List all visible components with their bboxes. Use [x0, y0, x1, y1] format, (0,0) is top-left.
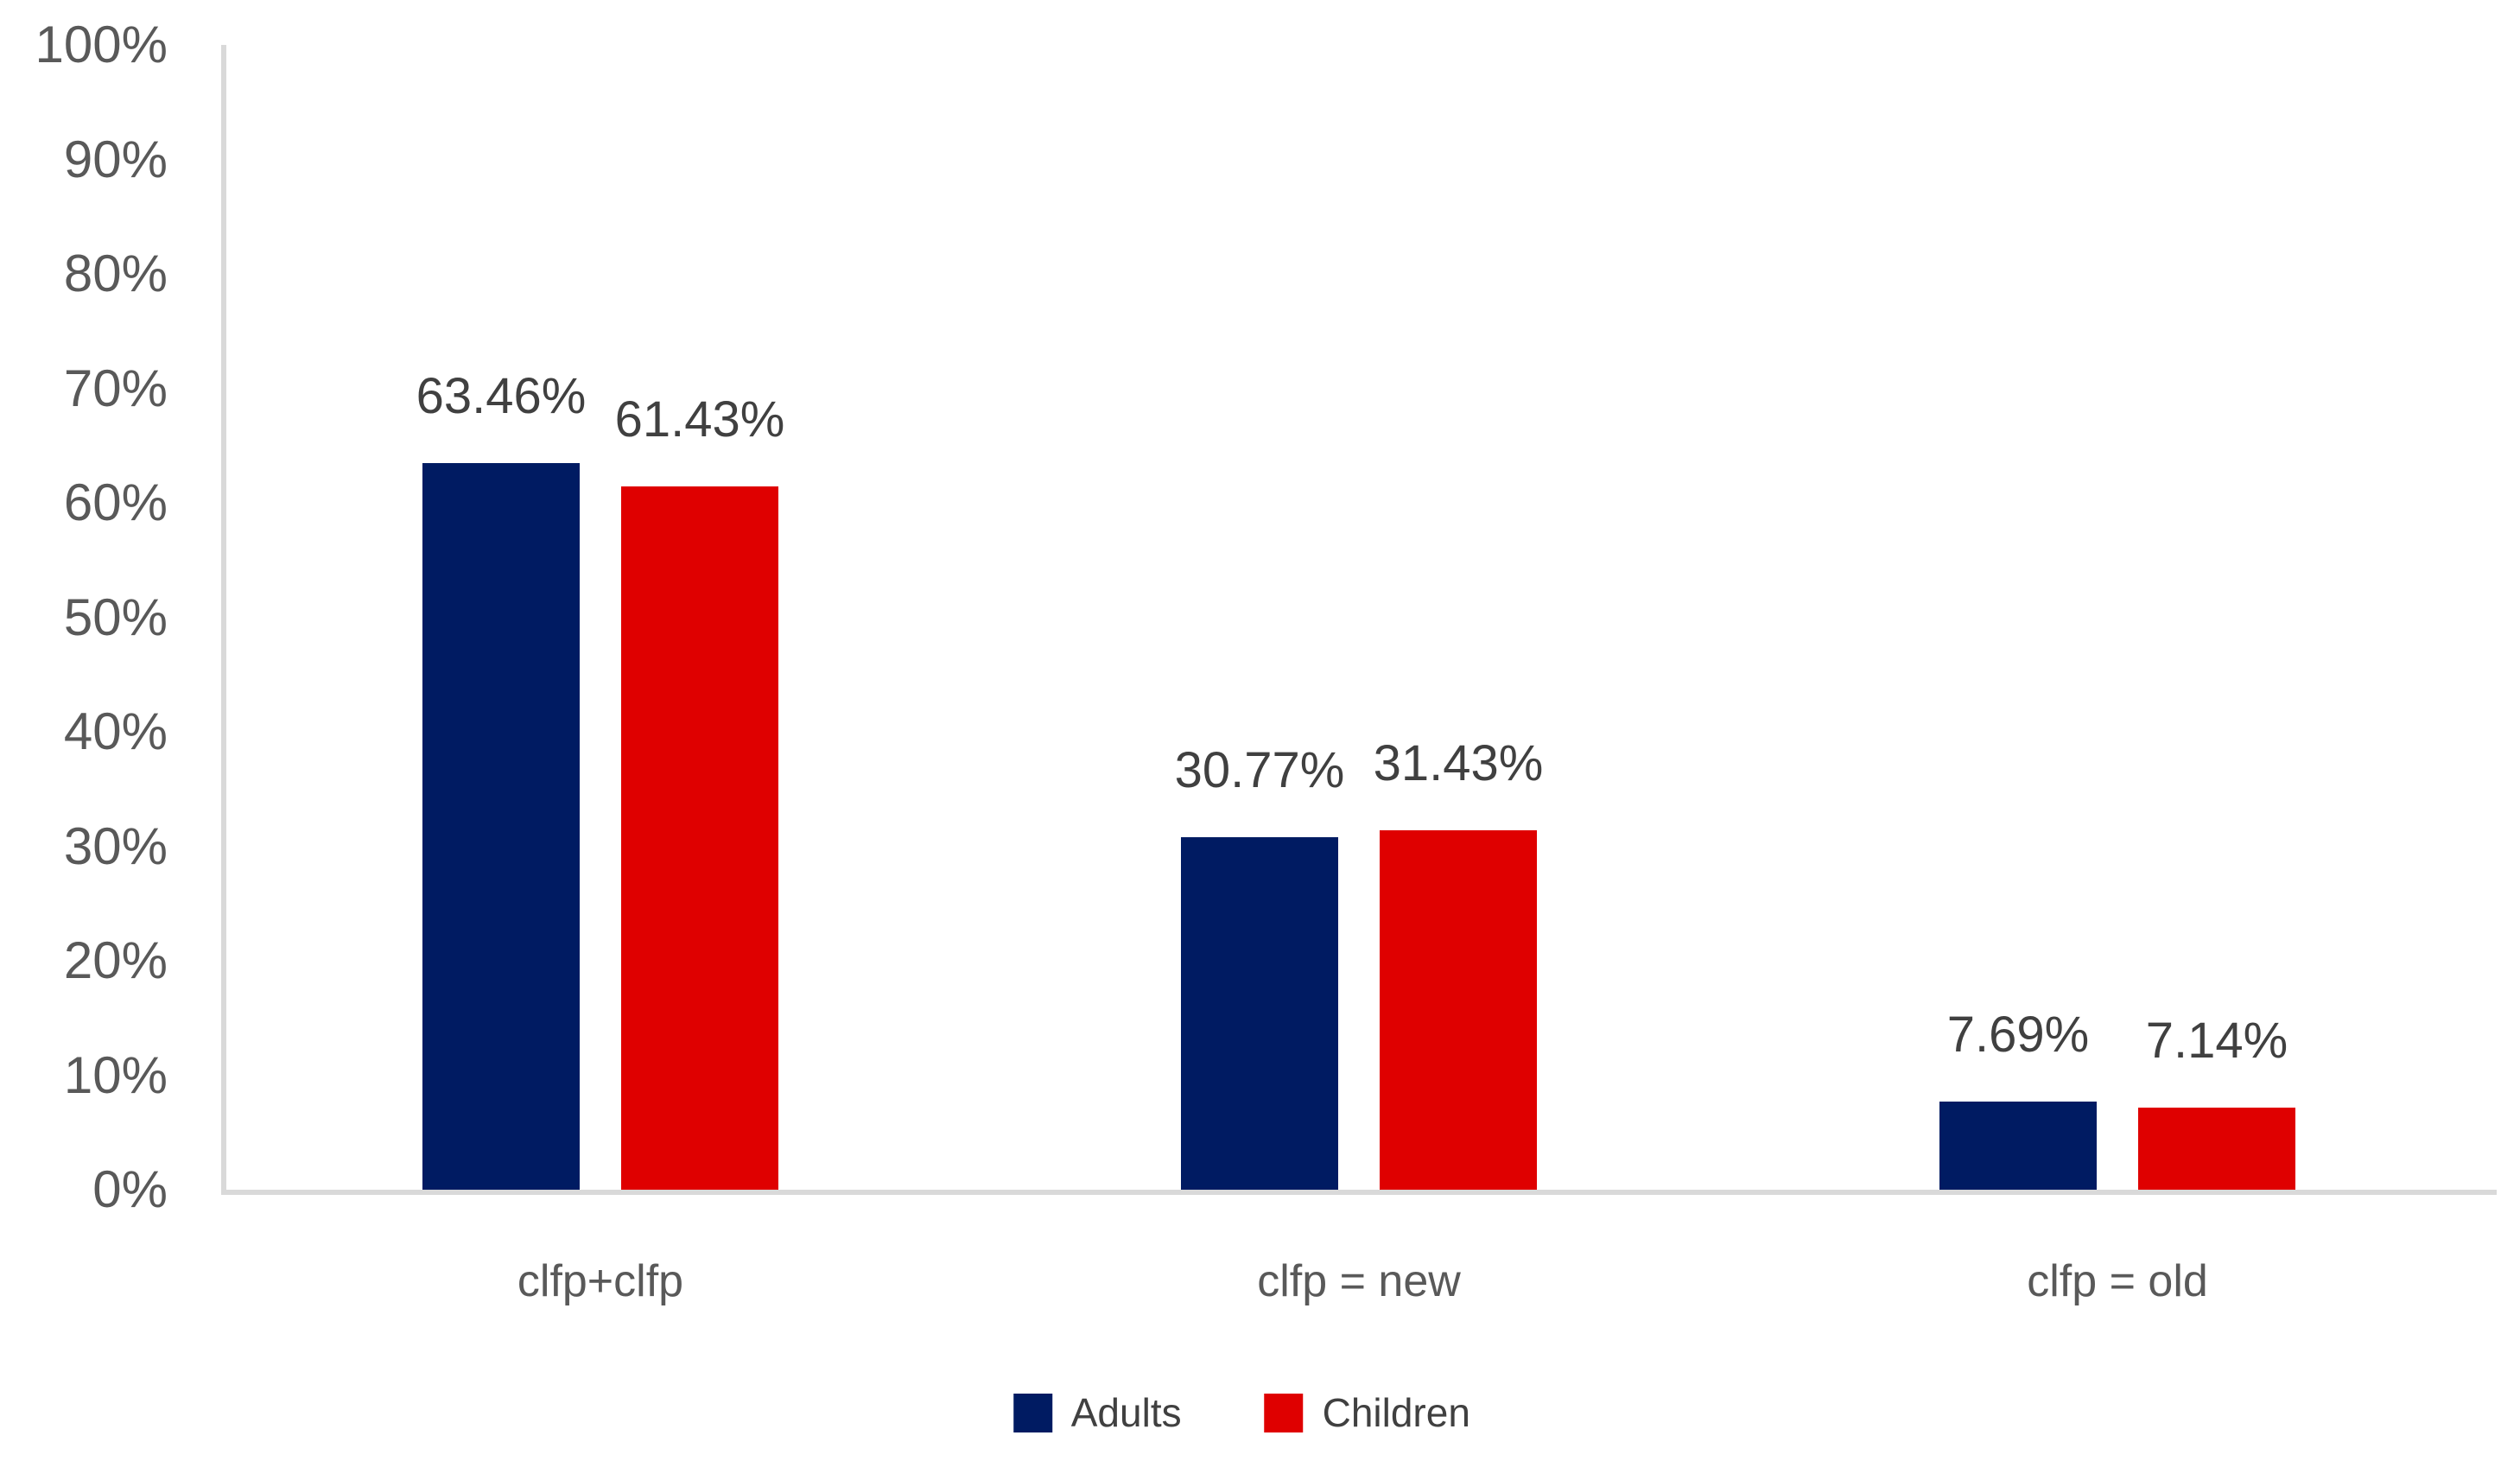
bar-adults-1 — [422, 463, 580, 1190]
bar-adults-2 — [1181, 837, 1338, 1190]
bar-value-label: 30.77% — [1174, 742, 1345, 799]
legend-label: Children — [1322, 1390, 1470, 1435]
y-axis-tick-label: 0% — [92, 1160, 168, 1218]
y-axis-line — [221, 45, 226, 1195]
category-label: clfp+clfp — [517, 1256, 684, 1306]
category-label: clfp = new — [1257, 1256, 1461, 1306]
legend-item-adults: Adults — [1012, 1389, 1182, 1436]
legend-label: Adults — [1070, 1390, 1182, 1435]
legend-swatch-children — [1264, 1393, 1304, 1432]
y-axis-tick-label: 30% — [63, 816, 168, 875]
y-axis-tick-label: 60% — [63, 473, 168, 531]
x-axis-line — [221, 1190, 2497, 1195]
bar-value-label: 31.43% — [1373, 734, 1544, 791]
y-axis-tick-label: 10% — [63, 1045, 168, 1104]
bar-value-label: 7.69% — [1946, 1007, 2090, 1064]
bar-children-2 — [1380, 829, 1537, 1190]
bar-adults-3 — [1939, 1102, 2097, 1190]
bar-children-3 — [2138, 1108, 2295, 1190]
legend-item-children: Children — [1264, 1389, 1470, 1436]
legend: Adults Children — [1012, 1389, 1470, 1436]
y-axis-tick-label: 100% — [35, 16, 168, 73]
bar-value-label: 63.46% — [416, 368, 587, 425]
y-axis-tick-label: 40% — [63, 702, 168, 760]
bar-value-label: 61.43% — [614, 391, 785, 448]
y-axis-tick-label: 50% — [63, 588, 168, 646]
y-axis-tick-label: 80% — [63, 245, 168, 302]
bar-value-label: 7.14% — [2145, 1013, 2288, 1070]
y-axis-tick-label: 20% — [63, 931, 168, 989]
y-axis-tick-label: 90% — [63, 130, 168, 188]
legend-swatch-adults — [1012, 1393, 1052, 1432]
bar-children-1 — [621, 486, 778, 1190]
category-label: clfp = old — [2027, 1256, 2208, 1306]
y-axis-tick-label: 70% — [63, 359, 168, 417]
